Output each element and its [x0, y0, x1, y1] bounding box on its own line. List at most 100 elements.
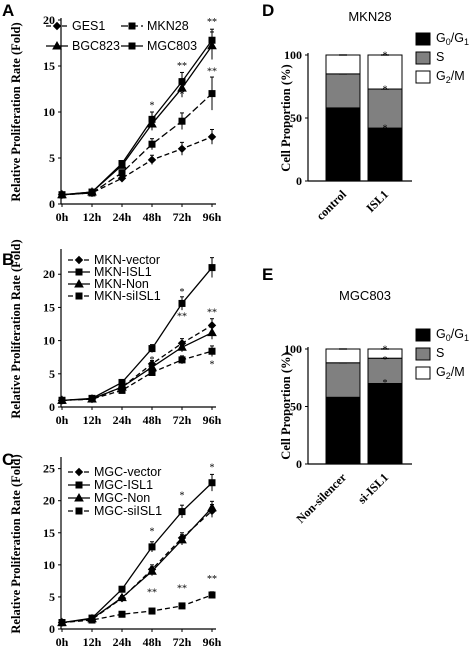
panel-c-significance-mark: * — [180, 491, 185, 502]
panel-c-point — [208, 479, 216, 487]
panel-a-series-line-1 — [61, 93, 213, 196]
panel-d-significance-mark: * — [383, 50, 388, 61]
panel-c-legend-marker — [74, 467, 84, 477]
panel-d-ytick-label: 50 — [290, 111, 302, 125]
panel-c-point — [148, 543, 156, 551]
panel-a-point — [147, 155, 157, 165]
panel-c-point — [118, 585, 126, 593]
panel-c-significance-mark: ** — [177, 584, 187, 595]
panel-d-title: MKN28 — [348, 9, 391, 24]
panel-b-series-line-0 — [61, 324, 213, 402]
panel-b-point — [118, 386, 126, 394]
panel-c-legend-label: MGC-Non — [94, 491, 150, 505]
panel-e-ylabel: Cell Proportion (%) — [279, 352, 293, 459]
panel-c-ytick-label: 20 — [43, 494, 55, 508]
panel-b-xtick-label: 24h — [113, 413, 132, 427]
panel-e-legend-swatch — [415, 347, 431, 361]
panel-b-point — [208, 347, 216, 355]
panel-b-legend-marker — [74, 278, 84, 288]
panel-d-ytick-label: 100 — [284, 48, 302, 62]
panel-b-ytick-label: 0 — [49, 400, 55, 414]
panel-b-legend-label: MKN-ISL1 — [94, 265, 152, 279]
panel-c-xtick-label: 24h — [113, 635, 132, 649]
panel-a-legend-marker — [52, 21, 62, 31]
panel-c-point — [177, 534, 187, 544]
panel-b-point — [178, 299, 186, 307]
panel-b-ytick-label: 15 — [43, 300, 55, 314]
panel-c-significance-mark: ** — [207, 574, 217, 585]
panel-d-bar-segment — [367, 127, 403, 182]
panel-a-significance-mark: ** — [207, 17, 217, 28]
panel-b-legend-label: MKN-Non — [94, 277, 149, 291]
panel-c-series-line-2 — [61, 507, 213, 624]
panel-a-ytick-label: 15 — [43, 59, 55, 73]
panel-b-significance-mark: * — [150, 355, 155, 366]
panel-a-significance-mark: * — [180, 90, 185, 101]
panel-c-significance-mark: ** — [147, 587, 157, 598]
panel-a-point — [88, 188, 96, 196]
panel-e-bar-segment — [367, 357, 403, 385]
panel-d-category-label: control — [313, 187, 349, 223]
panel-d-significance-mark: * — [383, 85, 388, 96]
panel-e-category-label: Non-silencer — [294, 470, 350, 526]
panel-b-significance-mark: * — [180, 287, 185, 298]
panel-b-series-line-2 — [61, 332, 213, 402]
panel-c-significance-mark: * — [210, 462, 215, 473]
panel-b-legend-marker — [75, 268, 83, 276]
panel-a-point — [58, 191, 66, 199]
panel-c-point — [88, 616, 96, 624]
panel-e-ytick-label: 50 — [290, 400, 302, 414]
panel-a-xtick-label: 96h — [203, 210, 222, 224]
panel-b-point — [58, 396, 66, 404]
panel-b-xtick-label: 96h — [203, 413, 222, 427]
panel-a-ytick-label: 20 — [43, 13, 55, 27]
panel-b-significance-mark: ** — [177, 312, 187, 323]
panel-e-significance-mark: * — [383, 378, 388, 389]
panel-c-point — [58, 619, 66, 627]
panel-b-series-line-3 — [61, 350, 213, 402]
panel-b-legend-label: MKN-siISL1 — [94, 289, 161, 303]
panel-d-bar-segment — [325, 107, 361, 182]
panel-c-legend-marker — [75, 481, 83, 489]
panel-c-point — [178, 602, 186, 610]
panel-a-point — [118, 160, 126, 168]
panel-d-bar-segment — [325, 54, 361, 75]
panel-d-ylabel: Cell Proportion (%) — [279, 64, 293, 171]
panel-a-ylabel: Relative Proliferation Rate (Fold) — [9, 22, 23, 201]
panel-c-legend-label: MGC-vector — [94, 465, 161, 479]
panel-c-xtick-label: 48h — [143, 635, 162, 649]
panel-a-legend-marker — [52, 40, 62, 50]
panel-a-point — [178, 78, 186, 86]
panel-a-point — [148, 140, 156, 148]
panel-a-legend-label: MKN28 — [147, 19, 189, 33]
panel-d-significance-mark: * — [383, 124, 388, 135]
panel-e-legend-swatch — [415, 366, 431, 380]
panel-b-legend-marker — [74, 255, 84, 265]
panel-a-point — [148, 115, 156, 123]
panel-c-point — [148, 607, 156, 615]
panel-b-ylabel: Relative Proliferation Rate (Fold) — [9, 239, 23, 418]
panel-d-legend-swatch — [415, 32, 431, 46]
panel-a-label: A — [2, 1, 14, 20]
panel-b-ytick-label: 20 — [43, 267, 55, 281]
panel-c-xtick-label: 12h — [83, 635, 102, 649]
panel-d-legend-label: G2/M — [436, 69, 465, 85]
panel-e-bar-segment — [325, 396, 361, 465]
panel-c-legend-label: MGC-ISL1 — [94, 478, 153, 492]
panel-e-bar-segment — [325, 348, 361, 364]
panel-a-point — [207, 132, 217, 142]
panel-d-bar-segment — [367, 88, 403, 129]
panel-b-xtick-label: 48h — [143, 413, 162, 427]
panel-b-point — [208, 264, 216, 272]
panel-a-xtick-label: 48h — [143, 210, 162, 224]
panel-c-ytick-label: 0 — [49, 622, 55, 636]
panel-a-point — [177, 144, 187, 154]
panel-a-xtick-label: 0h — [56, 210, 69, 224]
panel-a-series-line-3 — [61, 39, 213, 196]
panel-d-legend-swatch — [415, 51, 431, 65]
panel-c-point — [207, 502, 217, 512]
panel-c-ytick-label: 5 — [49, 590, 55, 604]
panel-e-label: E — [262, 265, 273, 284]
panel-c-xtick-label: 72h — [173, 635, 192, 649]
panel-b-xtick-label: 72h — [173, 413, 192, 427]
